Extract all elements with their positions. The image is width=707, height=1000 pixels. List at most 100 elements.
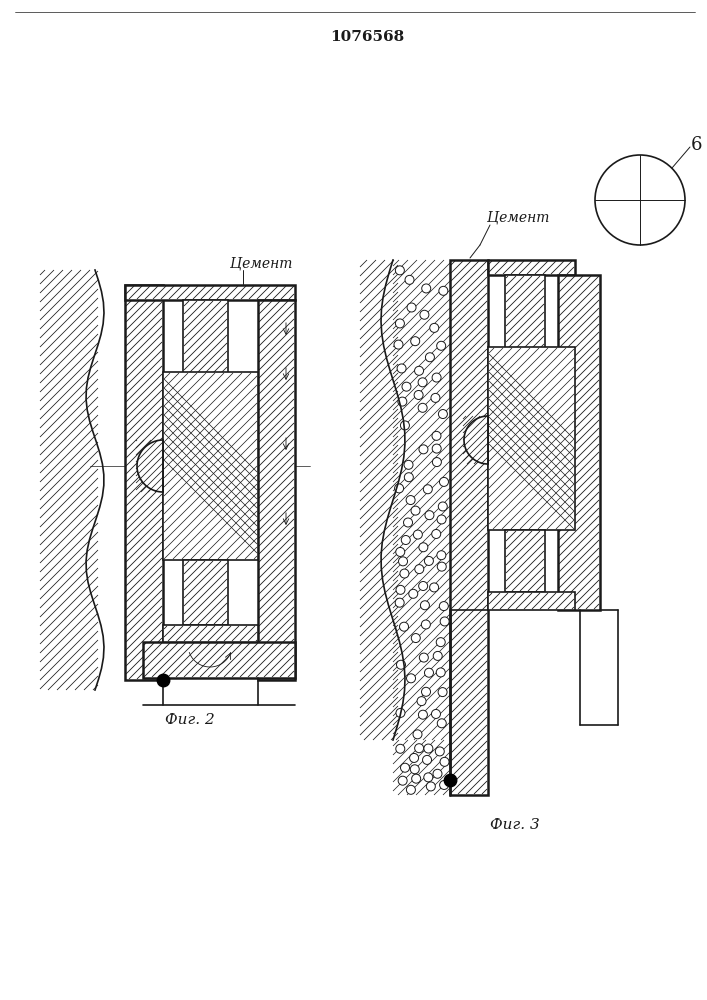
Circle shape bbox=[437, 515, 446, 524]
Circle shape bbox=[418, 403, 427, 412]
Circle shape bbox=[421, 620, 431, 629]
Circle shape bbox=[420, 310, 429, 319]
Circle shape bbox=[405, 275, 414, 284]
Circle shape bbox=[424, 744, 433, 753]
Circle shape bbox=[426, 782, 436, 791]
Circle shape bbox=[436, 638, 445, 647]
Text: Фиг. 3: Фиг. 3 bbox=[490, 818, 540, 832]
Bar bbox=[183, 300, 228, 375]
Circle shape bbox=[415, 565, 423, 574]
Circle shape bbox=[399, 557, 407, 566]
Circle shape bbox=[418, 378, 427, 387]
Bar bbox=[488, 347, 575, 530]
Text: Цемент: Цемент bbox=[487, 211, 549, 225]
Circle shape bbox=[399, 622, 409, 631]
Circle shape bbox=[440, 780, 449, 789]
Circle shape bbox=[409, 753, 419, 762]
Circle shape bbox=[395, 319, 404, 328]
Text: 6: 6 bbox=[691, 136, 703, 154]
Circle shape bbox=[404, 460, 413, 469]
Bar bbox=[488, 260, 575, 275]
Circle shape bbox=[400, 421, 409, 430]
Circle shape bbox=[419, 543, 428, 552]
Polygon shape bbox=[137, 440, 163, 492]
Circle shape bbox=[438, 688, 447, 697]
Polygon shape bbox=[464, 416, 488, 464]
Circle shape bbox=[436, 668, 445, 677]
Circle shape bbox=[414, 366, 423, 375]
Circle shape bbox=[423, 755, 431, 764]
Circle shape bbox=[411, 634, 420, 643]
Circle shape bbox=[396, 585, 405, 594]
Circle shape bbox=[432, 373, 441, 382]
Circle shape bbox=[430, 323, 439, 332]
Circle shape bbox=[433, 651, 443, 660]
Circle shape bbox=[396, 744, 405, 753]
Circle shape bbox=[398, 776, 407, 785]
Circle shape bbox=[432, 529, 440, 538]
Circle shape bbox=[407, 303, 416, 312]
Bar bbox=[505, 275, 545, 350]
Circle shape bbox=[426, 353, 434, 362]
Circle shape bbox=[397, 660, 406, 669]
Circle shape bbox=[437, 562, 446, 571]
Bar bbox=[163, 372, 258, 560]
Circle shape bbox=[413, 730, 422, 739]
Circle shape bbox=[421, 687, 431, 696]
Circle shape bbox=[438, 410, 448, 419]
Bar bbox=[558, 275, 600, 610]
Circle shape bbox=[397, 364, 406, 373]
Bar bbox=[580, 610, 618, 725]
Circle shape bbox=[439, 602, 448, 611]
Circle shape bbox=[411, 774, 421, 783]
Circle shape bbox=[402, 382, 411, 391]
Circle shape bbox=[432, 444, 441, 453]
Circle shape bbox=[437, 719, 446, 728]
Circle shape bbox=[407, 674, 416, 683]
Bar bbox=[163, 625, 258, 642]
Circle shape bbox=[394, 340, 403, 349]
Circle shape bbox=[419, 581, 428, 590]
Text: Фиг. 2: Фиг. 2 bbox=[165, 713, 215, 727]
Circle shape bbox=[409, 589, 418, 598]
Circle shape bbox=[419, 445, 428, 454]
Circle shape bbox=[407, 785, 416, 794]
Bar bbox=[258, 300, 295, 680]
Circle shape bbox=[396, 708, 405, 717]
Circle shape bbox=[410, 765, 419, 774]
Bar bbox=[488, 592, 575, 610]
Circle shape bbox=[419, 653, 428, 662]
Circle shape bbox=[440, 617, 449, 626]
Circle shape bbox=[433, 458, 441, 467]
Circle shape bbox=[438, 502, 448, 511]
Bar bbox=[505, 530, 545, 592]
Circle shape bbox=[419, 710, 428, 719]
Circle shape bbox=[402, 535, 410, 544]
Text: 1076568: 1076568 bbox=[330, 30, 404, 44]
Circle shape bbox=[425, 511, 434, 520]
Bar bbox=[143, 642, 295, 678]
Circle shape bbox=[440, 477, 448, 486]
Circle shape bbox=[437, 341, 445, 350]
Circle shape bbox=[430, 583, 438, 592]
Circle shape bbox=[400, 763, 409, 772]
Bar bbox=[183, 560, 228, 625]
Circle shape bbox=[437, 551, 446, 560]
Circle shape bbox=[414, 530, 422, 539]
Bar bbox=[125, 285, 163, 680]
Circle shape bbox=[421, 601, 429, 610]
Circle shape bbox=[398, 397, 407, 406]
Circle shape bbox=[411, 337, 420, 346]
Circle shape bbox=[422, 284, 431, 293]
Circle shape bbox=[417, 697, 426, 706]
Circle shape bbox=[406, 496, 415, 505]
Circle shape bbox=[423, 485, 432, 494]
Circle shape bbox=[433, 769, 442, 778]
Bar bbox=[450, 260, 488, 795]
Circle shape bbox=[436, 747, 444, 756]
Text: Цемент: Цемент bbox=[230, 256, 293, 270]
Circle shape bbox=[400, 569, 409, 578]
Circle shape bbox=[431, 393, 440, 402]
Circle shape bbox=[431, 709, 440, 718]
Circle shape bbox=[396, 547, 404, 556]
